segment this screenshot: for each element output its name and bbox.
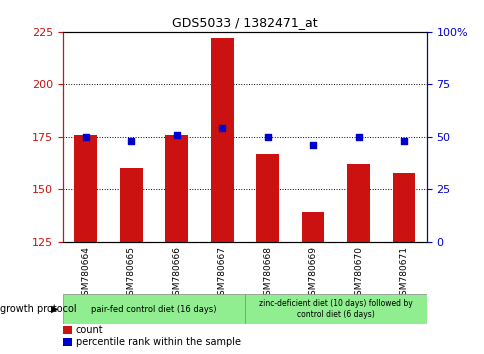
Point bbox=[82, 134, 90, 140]
Text: GSM780671: GSM780671 bbox=[399, 246, 408, 301]
Text: pair-fed control diet (16 days): pair-fed control diet (16 days) bbox=[91, 305, 216, 314]
Point bbox=[354, 134, 362, 140]
Text: GSM780669: GSM780669 bbox=[308, 246, 317, 301]
Text: growth protocol: growth protocol bbox=[0, 304, 76, 314]
Text: GSM780666: GSM780666 bbox=[172, 246, 181, 301]
Text: zinc-deficient diet (10 days) followed by
control diet (6 days): zinc-deficient diet (10 days) followed b… bbox=[258, 299, 412, 319]
Text: GSM780667: GSM780667 bbox=[217, 246, 226, 301]
Bar bbox=[74, 135, 97, 242]
Text: ▶: ▶ bbox=[51, 304, 58, 314]
Bar bbox=[392, 173, 415, 242]
Point bbox=[218, 126, 226, 131]
Text: percentile rank within the sample: percentile rank within the sample bbox=[76, 337, 240, 347]
Text: GSM780664: GSM780664 bbox=[81, 246, 90, 301]
Bar bbox=[301, 212, 324, 242]
Bar bbox=[347, 164, 369, 242]
Text: GSM780668: GSM780668 bbox=[263, 246, 272, 301]
Text: GSM780665: GSM780665 bbox=[126, 246, 136, 301]
Point bbox=[263, 134, 271, 140]
Bar bbox=[120, 169, 142, 242]
Point bbox=[172, 132, 180, 138]
Bar bbox=[63, 326, 72, 334]
Point bbox=[127, 138, 135, 144]
Bar bbox=[165, 135, 188, 242]
Text: count: count bbox=[76, 325, 103, 335]
Bar bbox=[211, 38, 233, 242]
Point bbox=[399, 138, 407, 144]
Text: GSM780670: GSM780670 bbox=[353, 246, 363, 301]
Title: GDS5033 / 1382471_at: GDS5033 / 1382471_at bbox=[172, 16, 317, 29]
Bar bbox=[244, 295, 426, 324]
Bar bbox=[63, 295, 244, 324]
Bar bbox=[63, 338, 72, 346]
Bar bbox=[256, 154, 278, 242]
Point bbox=[309, 142, 317, 148]
